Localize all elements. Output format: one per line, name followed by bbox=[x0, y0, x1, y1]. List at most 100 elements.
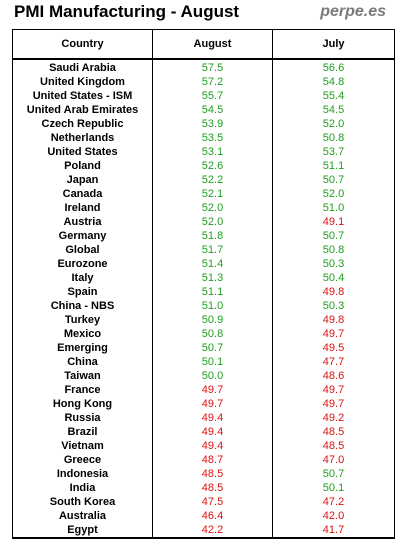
table-row: Vietnam 49.4 48.5 bbox=[12, 439, 395, 453]
country-cell: Czech Republic bbox=[12, 117, 153, 131]
august-value-cell: 47.5 bbox=[152, 495, 273, 509]
july-value-cell: 49.8 bbox=[272, 285, 395, 299]
table-row: Greece 48.7 47.0 bbox=[12, 453, 395, 467]
country-cell: Greece bbox=[12, 453, 153, 467]
july-value-cell: 52.0 bbox=[272, 117, 395, 131]
august-value-cell: 50.1 bbox=[152, 355, 273, 369]
country-cell: Brazil bbox=[12, 425, 153, 439]
august-value-cell: 46.4 bbox=[152, 509, 273, 523]
table-row: Canada 52.1 52.0 bbox=[12, 187, 395, 201]
country-cell: France bbox=[12, 383, 153, 397]
august-value-cell: 52.0 bbox=[152, 201, 273, 215]
august-value-cell: 53.1 bbox=[152, 145, 273, 159]
august-value-cell: 50.8 bbox=[152, 327, 273, 341]
august-value-cell: 52.1 bbox=[152, 187, 273, 201]
july-value-cell: 54.5 bbox=[272, 103, 395, 117]
table-row: Netherlands 53.5 50.8 bbox=[12, 131, 395, 145]
august-value-cell: 55.7 bbox=[152, 89, 273, 103]
august-value-cell: 48.7 bbox=[152, 453, 273, 467]
country-cell: United States bbox=[12, 145, 153, 159]
watermark: perpe.es bbox=[320, 3, 386, 20]
table-row: Australia 46.4 42.0 bbox=[12, 509, 395, 523]
table-row: United Kingdom 57.2 54.8 bbox=[12, 75, 395, 89]
column-header-country: Country bbox=[12, 29, 153, 60]
july-value-cell: 49.7 bbox=[272, 397, 395, 411]
table-row: Spain 51.1 49.8 bbox=[12, 285, 395, 299]
table-row: Indonesia 48.5 50.7 bbox=[12, 467, 395, 481]
country-cell: Germany bbox=[12, 229, 153, 243]
pmi-table: Country August July Saudi Arabia 57.5 56.6… bbox=[12, 29, 395, 539]
august-value-cell: 51.1 bbox=[152, 285, 273, 299]
table-row: China - NBS 51.0 50.3 bbox=[12, 299, 395, 313]
table-row: Saudi Arabia 57.5 56.6 bbox=[12, 59, 395, 75]
column-header-august: August bbox=[152, 29, 273, 60]
table-row: Italy 51.3 50.4 bbox=[12, 271, 395, 285]
july-value-cell: 50.7 bbox=[272, 229, 395, 243]
july-value-cell: 50.7 bbox=[272, 467, 395, 481]
july-value-cell: 50.1 bbox=[272, 481, 395, 495]
august-value-cell: 52.2 bbox=[152, 173, 273, 187]
august-value-cell: 53.9 bbox=[152, 117, 273, 131]
july-value-cell: 49.5 bbox=[272, 341, 395, 355]
july-value-cell: 50.7 bbox=[272, 173, 395, 187]
july-value-cell: 54.8 bbox=[272, 75, 395, 89]
country-cell: Hong Kong bbox=[12, 397, 153, 411]
table-row: Egypt 42.2 41.7 bbox=[12, 523, 395, 539]
july-value-cell: 56.6 bbox=[272, 59, 395, 75]
july-value-cell: 51.1 bbox=[272, 159, 395, 173]
country-cell: South Korea bbox=[12, 495, 153, 509]
july-value-cell: 50.4 bbox=[272, 271, 395, 285]
country-cell: Canada bbox=[12, 187, 153, 201]
july-value-cell: 52.0 bbox=[272, 187, 395, 201]
august-value-cell: 50.7 bbox=[152, 341, 273, 355]
july-value-cell: 41.7 bbox=[272, 523, 395, 539]
july-value-cell: 51.0 bbox=[272, 201, 395, 215]
august-value-cell: 49.7 bbox=[152, 397, 273, 411]
country-cell: United States - ISM bbox=[12, 89, 153, 103]
july-value-cell: 42.0 bbox=[272, 509, 395, 523]
country-cell: Italy bbox=[12, 271, 153, 285]
country-cell: Russia bbox=[12, 411, 153, 425]
table-row: France 49.7 49.7 bbox=[12, 383, 395, 397]
table-row: Eurozone 51.4 50.3 bbox=[12, 257, 395, 271]
table-row: Czech Republic 53.9 52.0 bbox=[12, 117, 395, 131]
country-cell: Emerging bbox=[12, 341, 153, 355]
table-row: Brazil 49.4 48.5 bbox=[12, 425, 395, 439]
country-cell: Poland bbox=[12, 159, 153, 173]
table-row: China 50.1 47.7 bbox=[12, 355, 395, 369]
august-value-cell: 49.4 bbox=[152, 425, 273, 439]
august-value-cell: 49.7 bbox=[152, 383, 273, 397]
country-cell: Eurozone bbox=[12, 257, 153, 271]
country-cell: Australia bbox=[12, 509, 153, 523]
august-value-cell: 49.4 bbox=[152, 411, 273, 425]
july-value-cell: 49.7 bbox=[272, 327, 395, 341]
country-cell: Indonesia bbox=[12, 467, 153, 481]
july-value-cell: 49.8 bbox=[272, 313, 395, 327]
country-cell: Saudi Arabia bbox=[12, 59, 153, 75]
july-value-cell: 49.2 bbox=[272, 411, 395, 425]
country-cell: Turkey bbox=[12, 313, 153, 327]
column-header-july: July bbox=[272, 29, 395, 60]
country-cell: China bbox=[12, 355, 153, 369]
august-value-cell: 51.7 bbox=[152, 243, 273, 257]
july-value-cell: 55.4 bbox=[272, 89, 395, 103]
august-value-cell: 52.0 bbox=[152, 215, 273, 229]
table-row: Japan 52.2 50.7 bbox=[12, 173, 395, 187]
country-cell: United Arab Emirates bbox=[12, 103, 153, 117]
table-row: Austria 52.0 49.1 bbox=[12, 215, 395, 229]
table-row: Emerging 50.7 49.5 bbox=[12, 341, 395, 355]
july-value-cell: 50.8 bbox=[272, 131, 395, 145]
country-cell: Spain bbox=[12, 285, 153, 299]
july-value-cell: 50.3 bbox=[272, 299, 395, 313]
table-row: Global 51.7 50.8 bbox=[12, 243, 395, 257]
country-cell: Japan bbox=[12, 173, 153, 187]
august-value-cell: 54.5 bbox=[152, 103, 273, 117]
august-value-cell: 51.4 bbox=[152, 257, 273, 271]
august-value-cell: 51.3 bbox=[152, 271, 273, 285]
table-row: Taiwan 50.0 48.6 bbox=[12, 369, 395, 383]
august-value-cell: 51.8 bbox=[152, 229, 273, 243]
july-value-cell: 47.2 bbox=[272, 495, 395, 509]
july-value-cell: 48.5 bbox=[272, 425, 395, 439]
table-row: Turkey 50.9 49.8 bbox=[12, 313, 395, 327]
header-row: Country August July bbox=[12, 29, 395, 60]
